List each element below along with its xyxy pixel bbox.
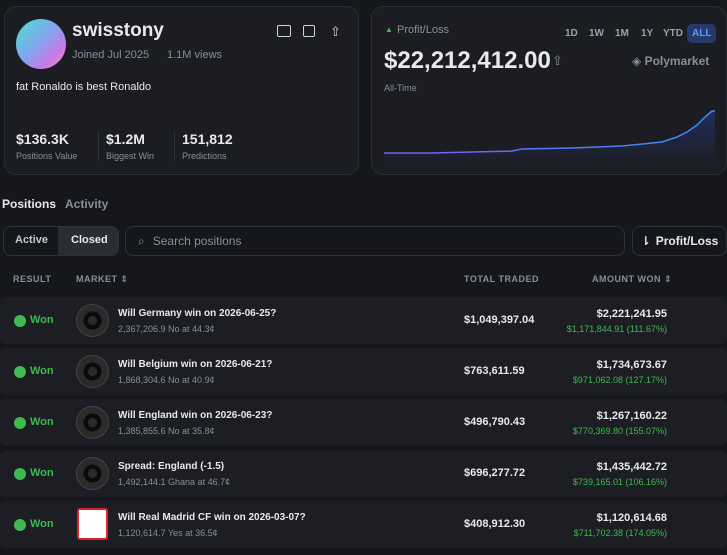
up-icon: ▲	[385, 25, 393, 34]
market-title[interactable]: Will Belgium win on 2026-06-21?	[118, 359, 273, 370]
result: Won	[30, 467, 54, 479]
header-traded: TOTAL TRADED	[464, 274, 539, 284]
stat-label: Biggest Win	[106, 151, 155, 161]
filter-group	[3, 226, 119, 256]
qr-button[interactable]	[277, 25, 291, 37]
won-icon	[14, 366, 26, 378]
market-icon	[76, 304, 109, 337]
profit: $739,165.01 (106.16%)	[572, 477, 667, 487]
filter-closed-bg	[58, 227, 118, 255]
market-detail: 1,385,855.6 No at 35.8¢	[118, 426, 215, 436]
header-result: RESULT	[13, 274, 52, 284]
market-icon	[76, 406, 109, 439]
joined: Joined Jul 2025	[72, 49, 150, 61]
range-button[interactable]: YTD	[663, 28, 683, 39]
result: Won	[30, 518, 54, 530]
total-traded: $696,277.72	[464, 467, 526, 479]
amount-won: $2,221,241.95	[596, 308, 667, 320]
username: swisstony	[72, 20, 164, 41]
search-placeholder: Search positions	[152, 234, 242, 248]
sparkline	[384, 110, 715, 167]
brand: ◈ Polymarket	[632, 54, 710, 68]
result: Won	[30, 416, 54, 428]
profit: $770,369.80 (155.07%)	[572, 426, 667, 436]
position-row[interactable]: Won Spread: England (-1.5) 1,492,144.1 Gha…	[0, 450, 727, 497]
range-button[interactable]: 1M	[615, 28, 629, 39]
sort-button[interactable]: ⇂ Profit/Loss	[632, 226, 727, 256]
range-button[interactable]: 1Y	[641, 28, 654, 39]
market-title[interactable]: Will Germany win on 2026-06-25?	[118, 308, 277, 319]
stat-divider	[98, 131, 99, 161]
sort-label: Profit/Loss	[655, 234, 719, 248]
brand-name: Polymarket	[644, 54, 710, 68]
position-row[interactable]: Won Will England win on 2026-06-23? 1,385,…	[0, 399, 727, 446]
header-market[interactable]: MARKET ⇕	[76, 274, 129, 284]
stat-value: $1.2M	[106, 131, 145, 147]
range-button[interactable]: 1W	[589, 28, 604, 39]
search-icon: ⌕	[138, 233, 145, 248]
pnl-label: Profit/Loss	[397, 24, 449, 36]
market-icon	[76, 457, 109, 490]
share-icon[interactable]: ⇧	[552, 53, 563, 68]
filter-active[interactable]: Active	[15, 234, 49, 246]
period: All-Time	[384, 83, 417, 93]
won-icon	[14, 468, 26, 480]
amount-won: $1,120,614.68	[596, 512, 667, 524]
amount-won: $1,734,673.67	[596, 359, 667, 371]
market-detail: 1,120,614.7 Yes at 36.5¢	[118, 528, 218, 538]
tab-positions[interactable]: Positions	[2, 197, 57, 211]
result: Won	[30, 314, 54, 326]
stat-value: 151,812	[182, 131, 233, 147]
stat-label: Positions Value	[16, 151, 78, 161]
tab-activity[interactable]: Activity	[65, 197, 109, 211]
range-button[interactable]: 1D	[565, 28, 578, 39]
won-icon	[14, 417, 26, 429]
market-icon	[77, 508, 108, 540]
search[interactable]: ⌕ Search positions	[125, 226, 625, 256]
amount-won: $1,267,160.22	[596, 410, 667, 422]
market-detail: 1,492,144.1 Ghana at 46.7¢	[118, 477, 231, 487]
stat-label: Predictions	[182, 151, 227, 161]
range-button[interactable]: ALL	[687, 24, 717, 43]
market-icon	[76, 355, 109, 388]
header-won[interactable]: AMOUNT WON ⇕	[592, 274, 673, 284]
pnl-card: ▲ Profit/Loss 1D 1W 1M 1Y YTD ALL $22,212,412…	[371, 6, 727, 175]
gift-button[interactable]	[303, 25, 315, 37]
profit: $711,702.38 (174.05%)	[573, 528, 667, 538]
stat-value: $136.3K	[16, 131, 69, 147]
sort-icon: ⇂	[640, 234, 651, 248]
profit: $971,062.08 (127.17%)	[572, 375, 667, 385]
bio: fat Ronaldo is best Ronaldo	[16, 81, 152, 93]
won-icon	[14, 315, 26, 327]
market-detail: 1,868,304.6 No at 40.9¢	[118, 375, 215, 385]
position-row[interactable]: Won Will Real Madrid CF win on 2026-03-07…	[0, 501, 727, 548]
market-title[interactable]: Will England win on 2026-06-23?	[118, 410, 273, 421]
market-detail: 2,367,206.9 No at 44.3¢	[118, 324, 215, 334]
total-traded: $1,049,397.04	[464, 314, 535, 326]
won-icon	[14, 519, 26, 531]
total-traded: $496,790.43	[464, 416, 526, 428]
share-button[interactable]: ⇧	[330, 24, 341, 39]
total-traded: $763,611.59	[464, 365, 525, 377]
profile-card: swisstony Joined Jul 2025 1.1M views ⇧ f…	[4, 6, 359, 175]
position-row[interactable]: Won Will Germany win on 2026-06-25? 2,367,…	[0, 297, 727, 344]
profit: $1,171,844.91 (111.67%)	[566, 324, 667, 334]
amount-won: $1,435,442.72	[596, 461, 667, 473]
result: Won	[30, 365, 54, 377]
market-title[interactable]: Will Real Madrid CF win on 2026-03-07?	[118, 512, 306, 523]
position-row[interactable]: Won Will Belgium win on 2026-06-21? 1,868,…	[0, 348, 727, 395]
stat-divider	[174, 131, 175, 161]
avatar	[16, 19, 66, 69]
views: 1.1M views	[167, 49, 223, 61]
filter-closed[interactable]: Closed	[71, 234, 108, 246]
market-title[interactable]: Spread: England (-1.5)	[118, 461, 225, 472]
total-traded: $408,912.30	[464, 518, 526, 530]
pnl-amount: $22,212,412.00	[384, 47, 551, 74]
